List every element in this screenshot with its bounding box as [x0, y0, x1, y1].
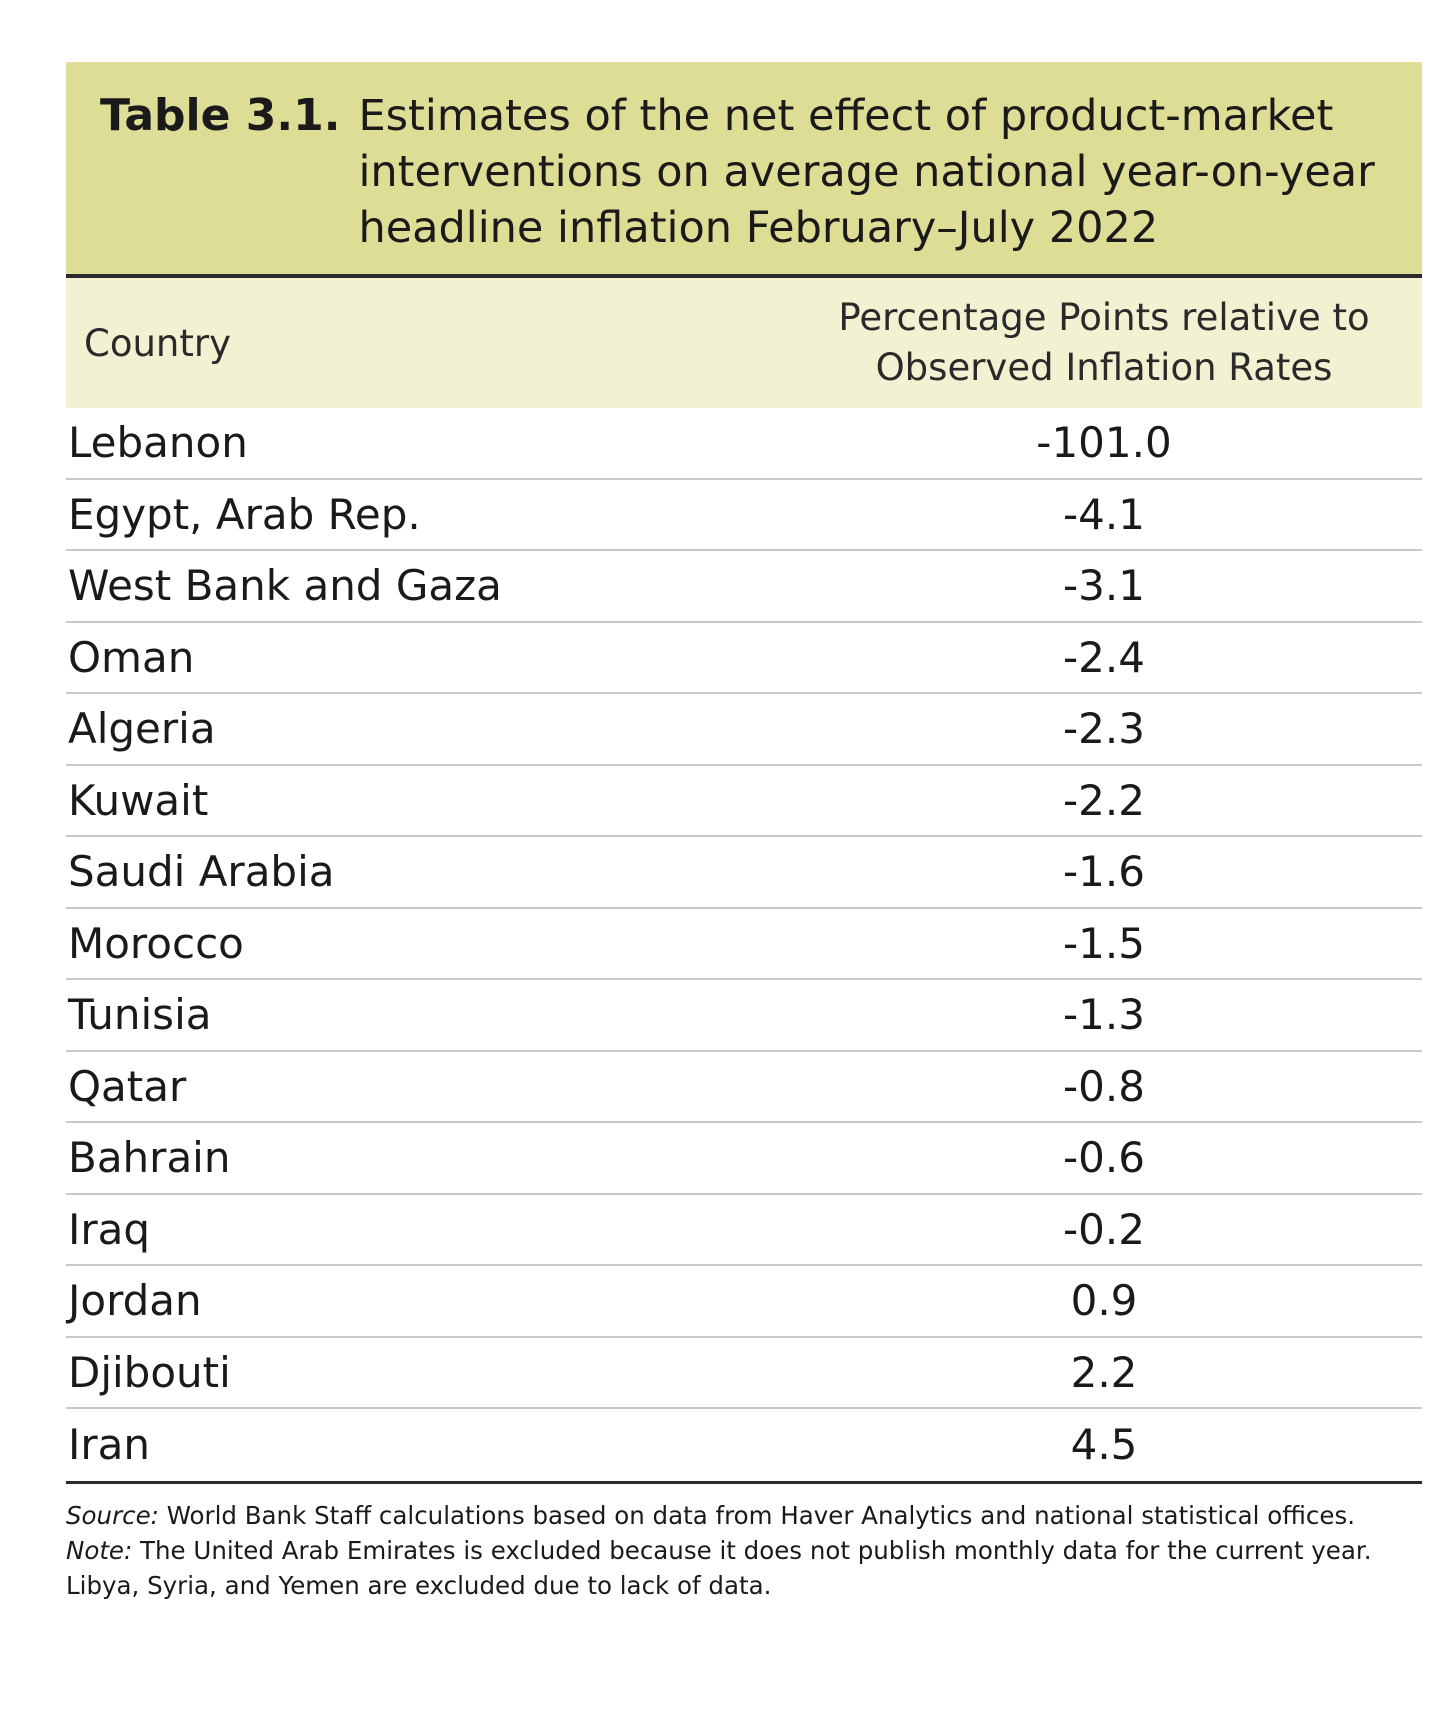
country-cell: Algeria	[68, 704, 216, 754]
table-title-line-2: interventions on average national year-o…	[358, 147, 1375, 197]
value-cell: 4.5	[1070, 1420, 1138, 1470]
value-cell: 2.2	[1070, 1347, 1138, 1397]
value-cell: -101.0	[1036, 418, 1172, 468]
country-cell: Tunisia	[68, 990, 212, 1040]
table-title-line-1: Estimates of the net effect of product-m…	[358, 91, 1334, 141]
note-label: Note:	[66, 1535, 133, 1565]
table-row: Tunisia -1.3	[66, 980, 1422, 1052]
table-number: Table 3.1.	[100, 90, 341, 141]
country-cell: Bahrain	[68, 1133, 231, 1183]
country-cell: Qatar	[68, 1061, 187, 1111]
table-row: Iraq -0.2	[66, 1195, 1422, 1266]
table-title: Estimates of the net effect of product-m…	[358, 88, 1374, 256]
value-cell: -4.1	[1063, 489, 1145, 539]
table-row: Saudi Arabia -1.6	[66, 837, 1422, 909]
table-body: Lebanon -101.0 Egypt, Arab Rep. -4.1 West …	[66, 408, 1422, 1484]
source-text: World Bank Staff calculations based on d…	[158, 1500, 1356, 1530]
value-cell: -2.3	[1063, 704, 1145, 754]
table-row: Iran 4.5	[66, 1409, 1422, 1481]
country-cell: Saudi Arabia	[68, 847, 335, 897]
country-cell: Morocco	[68, 918, 244, 968]
value-cell: -1.6	[1063, 847, 1145, 897]
table-row: Bahrain -0.6	[66, 1123, 1422, 1195]
value-cell: -2.4	[1063, 632, 1145, 682]
country-cell: Oman	[68, 632, 195, 682]
value-cell: -0.2	[1063, 1204, 1145, 1254]
table-row: Oman -2.4	[66, 623, 1422, 694]
country-cell: West Bank and Gaza	[68, 561, 502, 611]
value-cell: -0.8	[1063, 1061, 1145, 1111]
column-header-value-line-1: Percentage Points relative to	[838, 296, 1370, 339]
data-table: Table 3.1. Estimates of the net effect o…	[66, 62, 1422, 1603]
column-header-country: Country	[84, 321, 231, 365]
note: Note: The United Arab Emirates is exclud…	[66, 1533, 1422, 1603]
note-text: The United Arab Emirates is excluded bec…	[66, 1535, 1372, 1600]
country-cell: Egypt, Arab Rep.	[68, 489, 421, 539]
table-row: Algeria -2.3	[66, 694, 1422, 766]
source-note: Source: World Bank Staff calculations ba…	[66, 1498, 1422, 1533]
table-header-row: Country Percentage Points relative to Ob…	[66, 278, 1422, 408]
value-cell: -2.2	[1063, 775, 1145, 825]
table-row: Kuwait -2.2	[66, 766, 1422, 837]
value-cell: -0.6	[1063, 1133, 1145, 1183]
table-title-box: Table 3.1. Estimates of the net effect o…	[66, 62, 1422, 278]
value-cell: -1.5	[1063, 918, 1145, 968]
table-row: Qatar -0.8	[66, 1052, 1422, 1123]
table-title-line-3: headline inflation February–July 2022	[358, 203, 1159, 253]
country-cell: Iraq	[68, 1204, 151, 1254]
value-cell: -3.1	[1063, 561, 1145, 611]
table-row: Lebanon -101.0	[66, 408, 1422, 480]
country-cell: Kuwait	[68, 775, 209, 825]
column-header-value-line-2: Observed Inflation Rates	[875, 346, 1333, 389]
country-cell: Lebanon	[68, 418, 248, 468]
table-row: Morocco -1.5	[66, 909, 1422, 980]
country-cell: Djibouti	[68, 1347, 231, 1397]
column-header-value: Percentage Points relative to Observed I…	[686, 293, 1422, 393]
country-cell: Iran	[68, 1420, 151, 1470]
table-row: Egypt, Arab Rep. -4.1	[66, 480, 1422, 551]
table-notes: Source: World Bank Staff calculations ba…	[66, 1498, 1422, 1603]
table-row: Jordan 0.9	[66, 1266, 1422, 1338]
table-row: Djibouti 2.2	[66, 1338, 1422, 1409]
source-label: Source:	[66, 1500, 159, 1530]
value-cell: 0.9	[1070, 1276, 1138, 1326]
table-row: West Bank and Gaza -3.1	[66, 551, 1422, 623]
value-cell: -1.3	[1063, 990, 1145, 1040]
country-cell: Jordan	[68, 1276, 202, 1326]
